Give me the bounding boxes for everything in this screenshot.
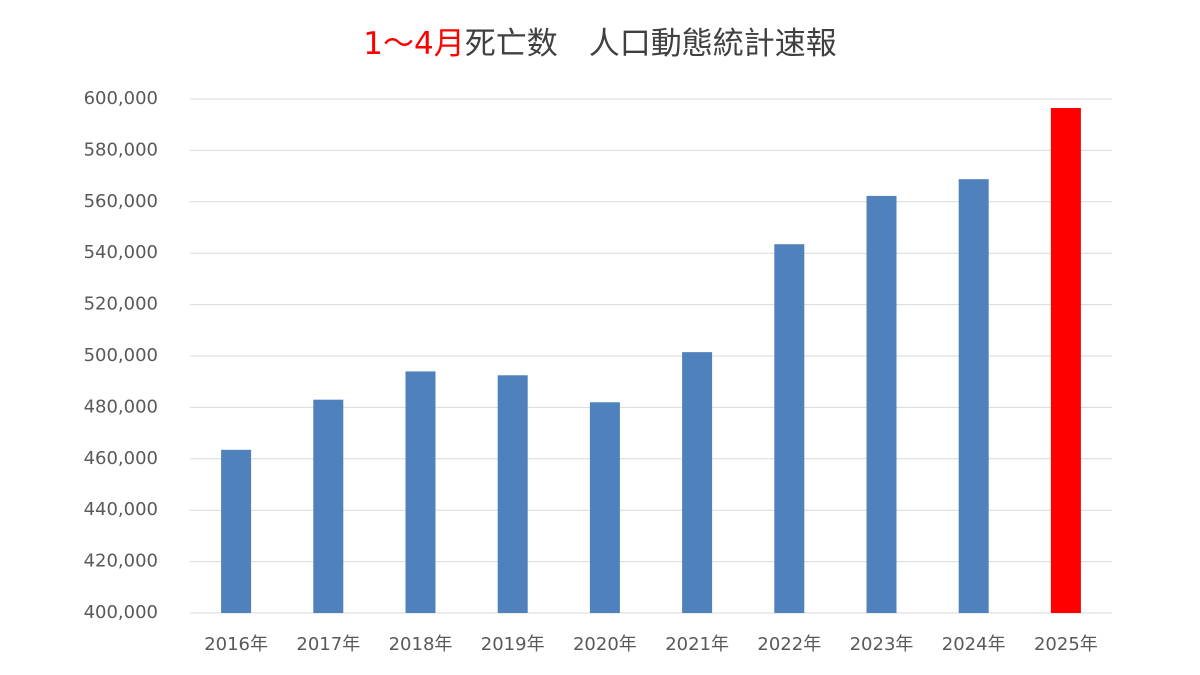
x-tick-label: 2020年 [573,634,637,655]
y-tick-label: 460,000 [84,448,158,469]
y-tick-label: 420,000 [84,551,158,572]
bar [589,402,620,613]
bar [221,449,252,613]
x-tick-label: 2024年 [942,634,1006,655]
x-tick-label: 2018年 [389,634,453,655]
bar [958,179,989,613]
bar [866,195,897,613]
y-tick-label: 600,000 [84,88,158,109]
x-tick-label: 2023年 [850,634,914,655]
title-main: 死亡数 人口動態統計速報 [465,26,837,62]
y-tick-label: 540,000 [84,242,158,263]
x-tick-label: 2017年 [296,634,360,655]
y-tick-label: 500,000 [84,345,158,366]
y-tick-label: 400,000 [84,602,158,623]
y-tick-label: 560,000 [84,191,158,212]
x-tick-label: 2019年 [481,634,545,655]
bar [497,375,528,613]
chart-title: 1～4月死亡数 人口動態統計速報 [363,26,836,62]
y-tick-label: 520,000 [84,294,158,315]
bar [405,371,436,613]
bar [313,399,344,613]
y-tick-label: 580,000 [84,139,158,160]
x-tick-label: 2016年 [204,634,268,655]
title-highlight: 1～4月 [363,26,464,62]
bar [1050,107,1081,614]
x-tick-label: 2021年 [665,634,729,655]
x-tick-label: 2022年 [757,634,821,655]
bar [682,352,713,613]
y-tick-label: 440,000 [84,499,158,520]
bar [774,244,805,613]
y-tick-label: 480,000 [84,396,158,417]
x-tick-label: 2025年 [1034,634,1098,655]
